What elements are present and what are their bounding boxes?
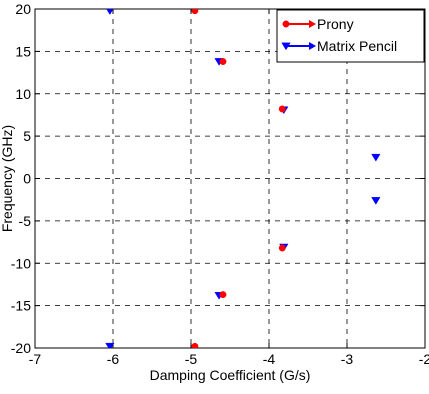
tick-marks xyxy=(34,8,426,349)
legend-arrowhead xyxy=(309,42,316,50)
x-tick-label: -5 xyxy=(185,351,198,367)
y-axis-label: Frequency (GHz) xyxy=(0,125,15,232)
legend-marker xyxy=(282,20,290,28)
y-tick-label: -5 xyxy=(19,213,32,229)
legend-label: Matrix Pencil xyxy=(317,38,397,54)
legend: Prony Matrix Pencil xyxy=(276,9,425,63)
y-tick-label: 0 xyxy=(23,171,31,187)
x-axis-label: Damping Coefficient (G/s) xyxy=(150,367,311,383)
prony-point xyxy=(219,291,227,299)
legend-box xyxy=(276,9,425,63)
x-tick-label: -4 xyxy=(263,351,276,367)
y-tick-label: -10 xyxy=(11,255,31,271)
data-points xyxy=(105,9,381,348)
y-tick-label: 10 xyxy=(15,86,31,102)
y-tick-label: -20 xyxy=(11,340,31,356)
legend-label: Prony xyxy=(317,16,354,32)
y-tick-label: -15 xyxy=(11,298,31,314)
x-tick-label: -2 xyxy=(419,351,429,367)
matrix-pencil-point xyxy=(105,342,115,348)
y-tick-label: 5 xyxy=(23,128,31,144)
matrix-pencil-point xyxy=(371,153,381,162)
x-tick-label: -7 xyxy=(29,351,42,367)
legend-marker xyxy=(281,42,291,51)
prony-point xyxy=(191,342,199,348)
y-tick-label: 20 xyxy=(15,1,31,17)
prony-point xyxy=(278,244,286,252)
prony-point xyxy=(278,105,286,113)
legend-arrowhead xyxy=(309,20,316,28)
x-tick-label: -6 xyxy=(107,351,120,367)
y-tick-label: 15 xyxy=(15,43,31,59)
prony-point xyxy=(219,58,227,65)
matrix-pencil-point xyxy=(371,197,381,205)
x-tick-label: -3 xyxy=(341,351,354,367)
prony-point xyxy=(191,9,199,15)
matrix-pencil-point xyxy=(106,9,114,15)
